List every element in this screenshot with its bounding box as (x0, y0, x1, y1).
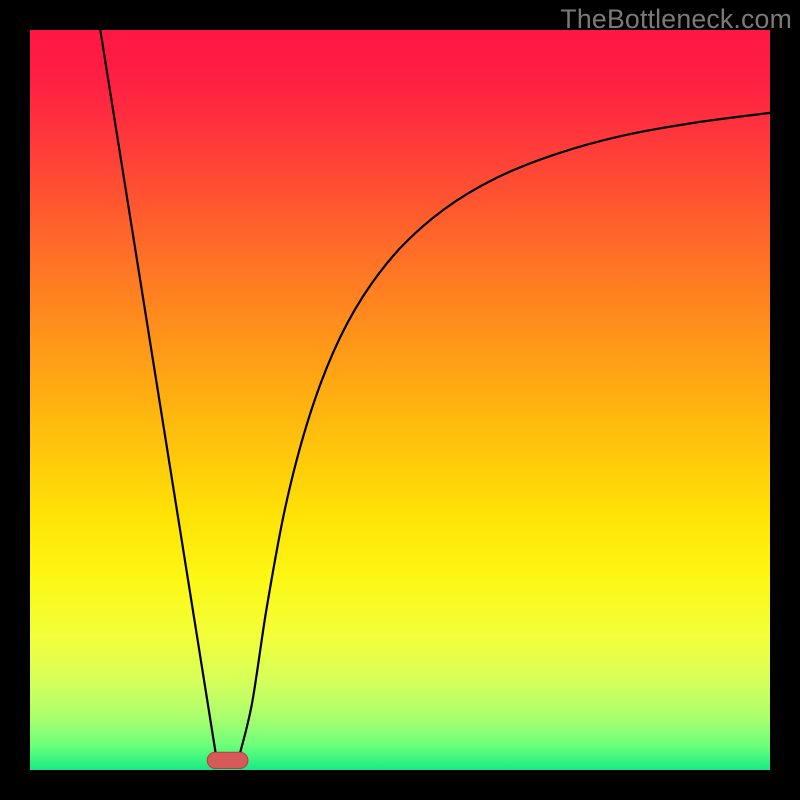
watermark: TheBottleneck.com (560, 4, 792, 35)
plot-area (30, 30, 770, 770)
bottleneck-marker (207, 752, 248, 768)
chart-svg (0, 0, 800, 800)
chart-container: TheBottleneck.com (0, 0, 800, 800)
